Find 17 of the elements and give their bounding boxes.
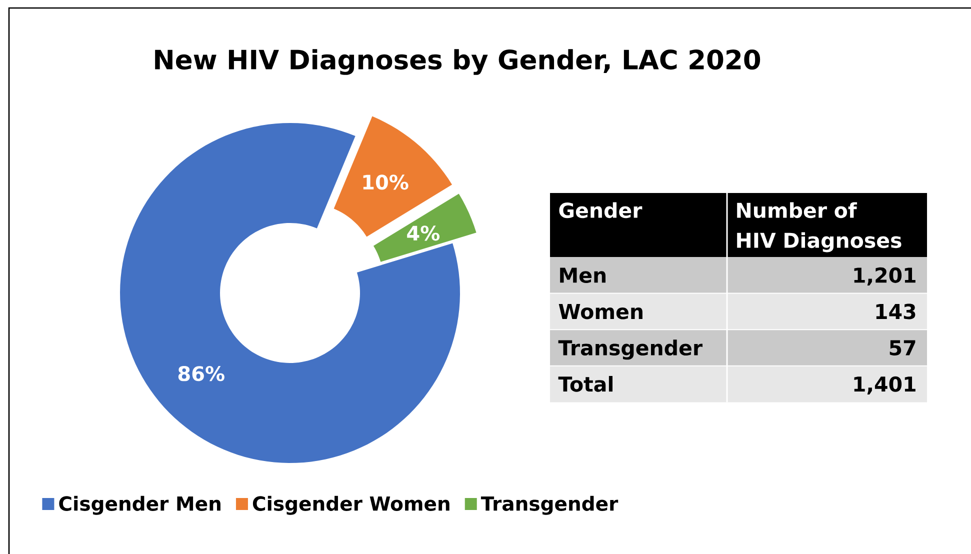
category-label: Transgender: [558, 340, 703, 360]
category-label: Men: [560, 268, 606, 283]
data-label: 1,201: [854, 267, 916, 286]
legend-label: Cisgender Men: [59, 496, 220, 515]
category-label: Total: [558, 376, 613, 392]
text: Number of HIV Diagnoses: [737, 202, 902, 252]
chart-title: New HIV Diagnoses by Gender, LAC 2020: [155, 49, 760, 75]
data-label: 4%: [407, 226, 440, 241]
text: Gender: [559, 202, 642, 218]
data-label: 143: [876, 304, 916, 320]
data-label: 10%: [363, 174, 408, 190]
legend-label: Cisgender Women: [252, 496, 450, 515]
data-label: 86%: [178, 366, 224, 382]
data-label: 57: [890, 340, 916, 356]
legend-label: Transgender: [480, 496, 618, 515]
data-label: 1,401: [854, 376, 916, 394]
category-label: Women: [558, 304, 642, 320]
